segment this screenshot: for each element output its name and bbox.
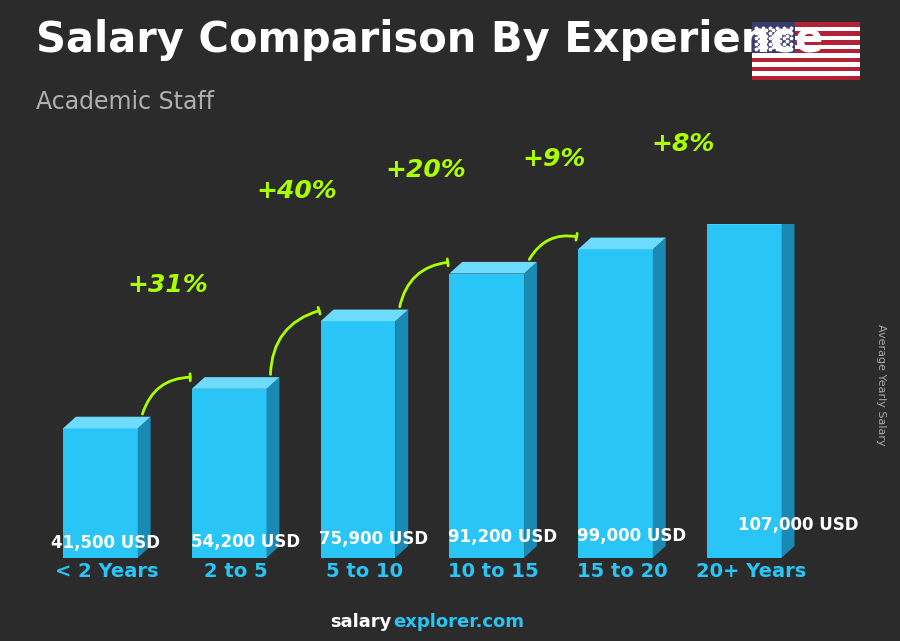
Text: 15 to 20: 15 to 20 xyxy=(577,562,667,581)
Bar xyxy=(752,27,860,31)
Text: Academic Staff: Academic Staff xyxy=(36,90,214,113)
Text: 75,900 USD: 75,900 USD xyxy=(320,530,428,548)
Text: +20%: +20% xyxy=(385,158,466,182)
Bar xyxy=(752,76,860,80)
Polygon shape xyxy=(395,310,409,558)
Text: Salary Comparison By Experience: Salary Comparison By Experience xyxy=(36,19,824,62)
Polygon shape xyxy=(781,213,795,558)
Bar xyxy=(752,62,860,67)
Text: +40%: +40% xyxy=(256,179,338,203)
Text: salary: salary xyxy=(330,613,392,631)
Text: explorer.com: explorer.com xyxy=(393,613,525,631)
Polygon shape xyxy=(320,310,409,321)
Bar xyxy=(63,428,138,558)
Polygon shape xyxy=(63,417,150,428)
Bar xyxy=(752,53,860,58)
Bar xyxy=(752,49,860,53)
Bar xyxy=(752,22,860,27)
Bar xyxy=(752,22,795,53)
Bar xyxy=(752,58,860,62)
Polygon shape xyxy=(578,238,666,249)
Text: 10 to 15: 10 to 15 xyxy=(448,562,538,581)
Polygon shape xyxy=(524,262,537,558)
Bar xyxy=(752,36,860,40)
Text: Average Yearly Salary: Average Yearly Salary xyxy=(877,324,886,445)
Text: 20+ Years: 20+ Years xyxy=(696,562,806,581)
Bar xyxy=(320,321,395,558)
Bar xyxy=(706,224,781,558)
Text: 107,000 USD: 107,000 USD xyxy=(738,517,859,535)
Text: < 2 Years: < 2 Years xyxy=(55,562,158,581)
Bar xyxy=(192,389,266,558)
Polygon shape xyxy=(192,377,279,389)
Polygon shape xyxy=(706,213,795,224)
Bar xyxy=(752,71,860,76)
Text: +8%: +8% xyxy=(652,132,715,156)
Text: 99,000 USD: 99,000 USD xyxy=(577,528,686,545)
Text: 54,200 USD: 54,200 USD xyxy=(191,533,300,551)
Polygon shape xyxy=(138,417,150,558)
Text: 2 to 5: 2 to 5 xyxy=(203,562,267,581)
Polygon shape xyxy=(449,262,537,274)
Polygon shape xyxy=(266,377,279,558)
Text: +31%: +31% xyxy=(128,273,209,297)
Bar xyxy=(752,40,860,45)
Bar xyxy=(578,249,652,558)
Bar xyxy=(752,31,860,36)
Text: +9%: +9% xyxy=(523,147,586,171)
Bar xyxy=(449,274,524,558)
Bar xyxy=(752,45,860,49)
Text: 91,200 USD: 91,200 USD xyxy=(448,528,557,546)
Bar xyxy=(752,67,860,71)
Polygon shape xyxy=(652,238,666,558)
Text: 5 to 10: 5 to 10 xyxy=(326,562,403,581)
Text: 41,500 USD: 41,500 USD xyxy=(51,535,160,553)
